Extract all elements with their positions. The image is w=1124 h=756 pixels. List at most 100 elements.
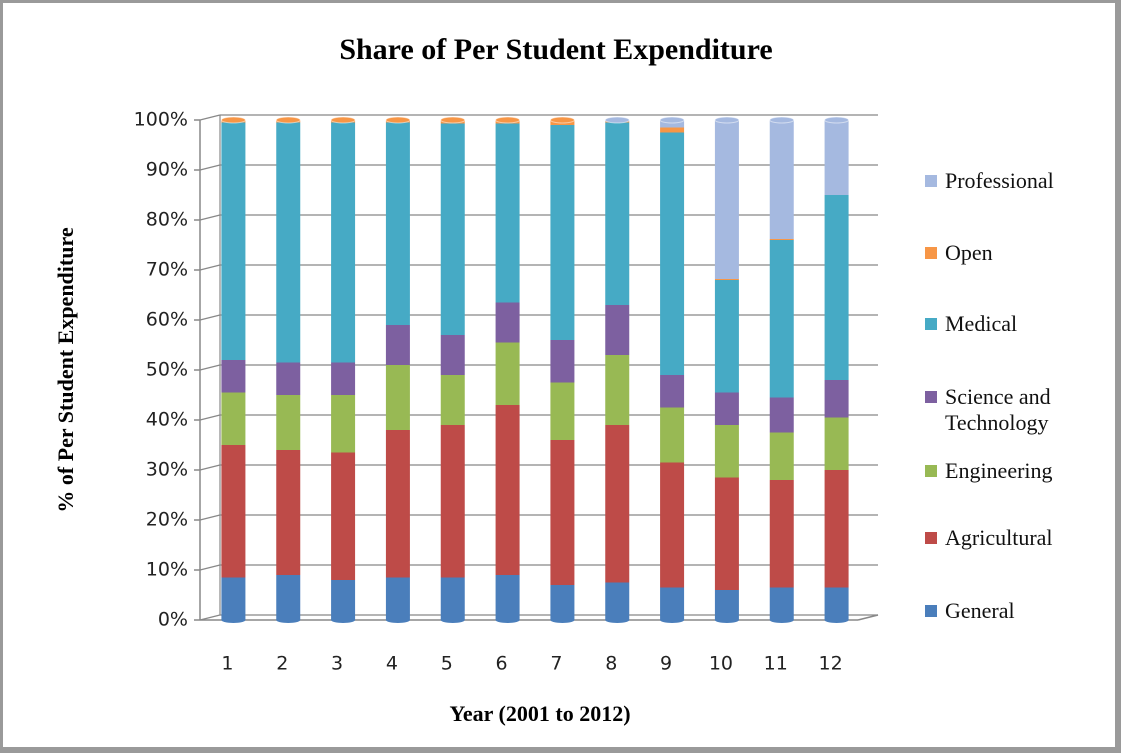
y-tick-label: 100% bbox=[134, 109, 188, 131]
bar-cap bbox=[495, 116, 521, 124]
bar-cap bbox=[824, 116, 850, 124]
y-tick-label: 70% bbox=[146, 259, 188, 281]
bar-segment bbox=[714, 425, 739, 478]
bar-segment bbox=[824, 587, 849, 620]
grid-wall-line bbox=[199, 214, 221, 221]
bar-segment bbox=[550, 125, 575, 340]
x-tick-label: 7 bbox=[550, 653, 562, 675]
legend-label: Agricultural bbox=[945, 525, 1053, 550]
bar-segment bbox=[769, 239, 794, 240]
grid-wall-line bbox=[199, 364, 221, 371]
bar-segment bbox=[331, 362, 356, 395]
bar-segment bbox=[660, 587, 685, 620]
y-tick-label: 0% bbox=[158, 609, 188, 631]
grid-wall-line bbox=[199, 564, 221, 571]
bar-segment bbox=[276, 122, 301, 363]
legend-item: Agricultural bbox=[925, 525, 1095, 551]
bar-segment bbox=[440, 335, 465, 375]
bar-segment bbox=[276, 575, 301, 620]
bar-segment bbox=[769, 432, 794, 480]
bar-segment bbox=[660, 407, 685, 463]
legend-label: Professional bbox=[945, 168, 1054, 193]
bar-segment bbox=[276, 450, 301, 575]
bar-segment bbox=[824, 380, 849, 418]
legend-item: Medical bbox=[925, 311, 1095, 337]
bar-segment bbox=[714, 477, 739, 590]
legend-label: Open bbox=[945, 240, 993, 265]
bar-segment bbox=[385, 325, 410, 365]
y-tick-label: 40% bbox=[146, 409, 188, 431]
legend-label: General bbox=[945, 598, 1015, 623]
legend-label: Engineering bbox=[945, 458, 1053, 483]
y-tick-label: 10% bbox=[146, 559, 188, 581]
legend-swatch bbox=[925, 391, 937, 403]
bar-segment bbox=[276, 395, 301, 450]
bar-segment bbox=[714, 280, 739, 393]
legend-label: Medical bbox=[945, 311, 1018, 336]
x-tick-label: 5 bbox=[441, 653, 453, 675]
bar-segment bbox=[331, 122, 356, 363]
bar-segment bbox=[385, 122, 410, 325]
floor-right bbox=[857, 614, 879, 621]
bar-segment bbox=[714, 590, 739, 620]
y-tick-label: 30% bbox=[146, 459, 188, 481]
bar-segment bbox=[385, 430, 410, 578]
bar-segment bbox=[221, 577, 246, 620]
x-axis-label: Year (2001 to 2012) bbox=[449, 701, 630, 726]
bar-segment bbox=[824, 417, 849, 470]
bar-segment bbox=[769, 587, 794, 620]
bar-segment bbox=[605, 355, 630, 425]
bar-segment bbox=[331, 395, 356, 453]
bar-segment bbox=[385, 577, 410, 620]
x-tick-label: 10 bbox=[709, 653, 733, 675]
bar-cap bbox=[385, 116, 411, 124]
bar-segment bbox=[714, 120, 739, 279]
y-tick-label: 80% bbox=[146, 209, 188, 231]
bar-segment bbox=[550, 340, 575, 383]
legend-swatch bbox=[925, 465, 937, 477]
bar-segment bbox=[824, 120, 849, 195]
legend-item: Open bbox=[925, 240, 1095, 266]
x-tick-label: 8 bbox=[605, 653, 617, 675]
bar-segment bbox=[660, 375, 685, 408]
bar-segment bbox=[495, 123, 520, 303]
bar-segment bbox=[660, 462, 685, 588]
x-tick-label: 4 bbox=[386, 653, 398, 675]
bar-segment bbox=[495, 342, 520, 405]
bar-segment bbox=[824, 470, 849, 588]
grid-wall-line bbox=[199, 414, 221, 421]
bar-segment bbox=[824, 195, 849, 380]
y-axis-label: % of Per Student Expenditure bbox=[53, 227, 78, 512]
grid-wall-line bbox=[199, 464, 221, 471]
bar-segment bbox=[385, 365, 410, 430]
bar-segment bbox=[605, 582, 630, 620]
bar-segment bbox=[440, 123, 465, 335]
y-tick-label: 20% bbox=[146, 509, 188, 531]
bar-segment bbox=[660, 120, 685, 128]
bar-segment bbox=[440, 375, 465, 425]
bar-segment bbox=[605, 122, 630, 305]
bar-cap bbox=[330, 116, 356, 124]
bar-cap bbox=[220, 116, 246, 124]
legend-item: Science and Technology bbox=[925, 384, 1095, 436]
x-tick-label: 11 bbox=[764, 653, 788, 675]
bar-cap bbox=[769, 116, 795, 124]
bar-segment bbox=[605, 305, 630, 355]
legend-swatch bbox=[925, 247, 937, 259]
bar-segment bbox=[331, 580, 356, 620]
bar-segment bbox=[221, 392, 246, 445]
bar-segment bbox=[550, 440, 575, 585]
bar-segment bbox=[714, 279, 739, 280]
bar-segment bbox=[221, 122, 246, 360]
grid-wall-line bbox=[199, 264, 221, 271]
chart-title: Share of Per Student Expenditure bbox=[339, 33, 772, 66]
x-tick-label: 9 bbox=[660, 653, 672, 675]
y-tick-label: 50% bbox=[146, 359, 188, 381]
y-tick-label: 90% bbox=[146, 159, 188, 181]
legend-item: Engineering bbox=[925, 458, 1095, 484]
bar-cap bbox=[275, 116, 301, 124]
bar-segment bbox=[550, 585, 575, 620]
x-tick-label: 6 bbox=[496, 653, 508, 675]
bar-segment bbox=[276, 362, 301, 395]
